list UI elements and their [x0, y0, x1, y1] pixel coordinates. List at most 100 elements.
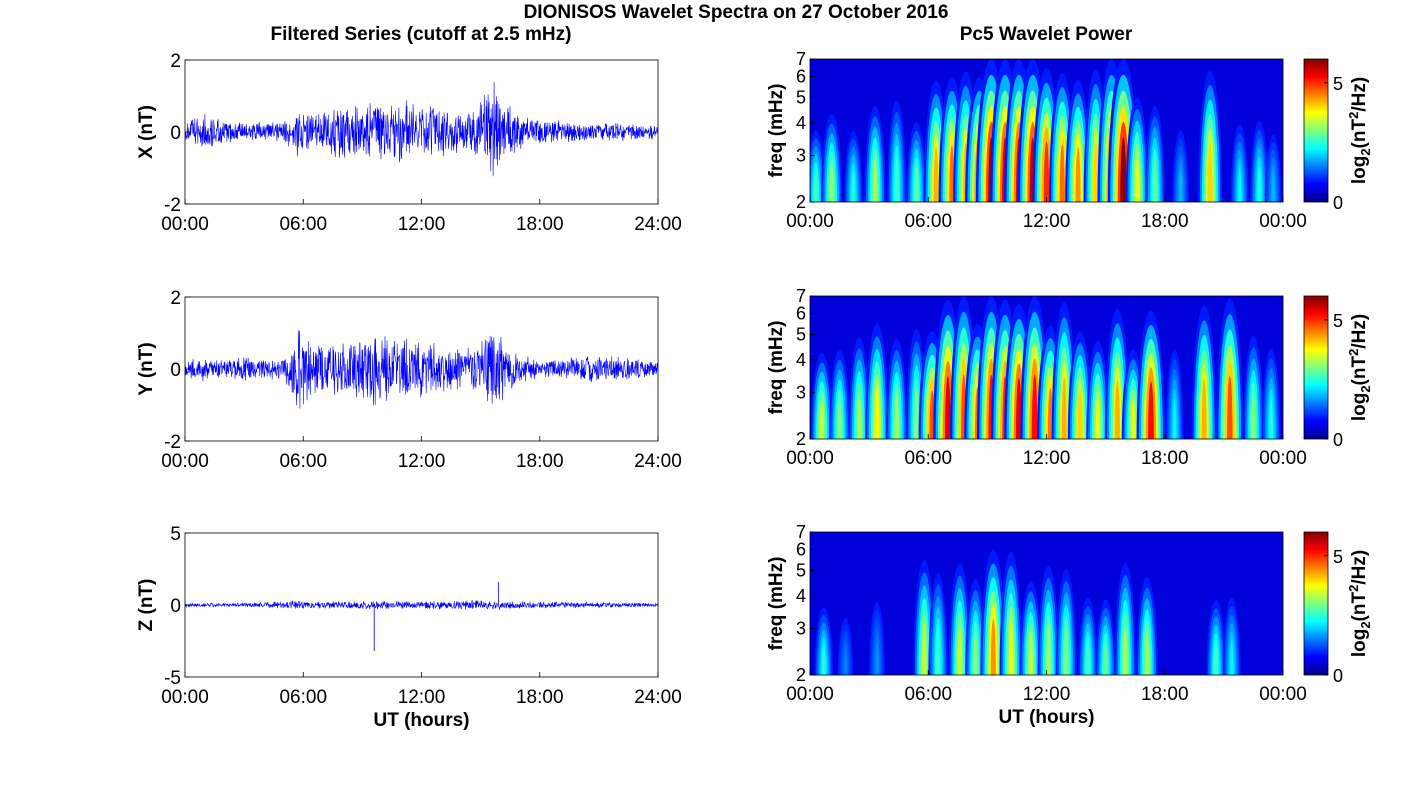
y-tick-label: 4	[796, 586, 806, 606]
x-tick-label: 18:00	[1141, 684, 1189, 705]
colorbar-gradient	[1303, 58, 1329, 203]
colorbar-tick-label: 5	[1333, 547, 1343, 567]
x-tick-label: 00:00	[786, 448, 834, 469]
power-burst	[957, 624, 963, 675]
y-tick-label: -5	[164, 668, 181, 689]
power-burst	[1227, 375, 1233, 439]
power-burst	[875, 642, 879, 675]
x-tick-label: 12:00	[398, 687, 446, 708]
y-tick-label: 0	[170, 123, 181, 144]
y-tick-label: 5	[796, 560, 806, 580]
power-burst	[1251, 392, 1256, 439]
power-burst	[813, 169, 818, 202]
x-tick-label: 18:00	[516, 451, 564, 472]
y-tick-label: 6	[796, 67, 806, 87]
power-burst	[1028, 632, 1033, 675]
power-burst	[1148, 381, 1154, 439]
y-tick-label: 2	[170, 51, 181, 72]
power-burst	[1031, 374, 1038, 439]
y-tick-label: 3	[796, 146, 806, 166]
plot-area	[184, 296, 659, 442]
power-burst	[1095, 394, 1101, 439]
x-tick-label: 18:00	[1141, 211, 1189, 232]
power-burst	[1046, 625, 1051, 675]
colorbar-label: log2(nT2/Hz)	[1346, 77, 1373, 184]
y-tick-label: 2	[796, 665, 806, 685]
power-burst	[973, 631, 978, 675]
power-burst	[819, 400, 825, 439]
power-burst	[1064, 627, 1069, 675]
left-column-title: Filtered Series (cutoff at 2.5 mHz)	[271, 24, 572, 45]
power-burst	[990, 618, 996, 675]
power-burst	[1123, 624, 1128, 675]
power-burst	[821, 644, 826, 675]
y-tick-label: 4	[796, 350, 806, 370]
power-burst	[851, 170, 856, 202]
colorbar-tick-label: 5	[1333, 311, 1343, 331]
power-burst	[1178, 169, 1183, 202]
power-burst	[829, 162, 834, 202]
x-tick-label: 18:00	[516, 687, 564, 708]
colorbar-tick-label: 0	[1333, 193, 1343, 213]
power-burst	[933, 147, 939, 202]
y-tick-label: 7	[796, 286, 806, 306]
series-line-z	[184, 599, 659, 611]
y-tick-label: 3	[796, 383, 806, 403]
right-column-title: Pc5 Wavelet Power	[960, 24, 1133, 45]
power-burst	[894, 156, 899, 202]
x-tick-label: 00:00	[786, 684, 834, 705]
x-tick-label: 24:00	[634, 214, 682, 235]
power-burst	[1269, 398, 1274, 439]
power-burst	[1043, 141, 1050, 202]
y-axis-label: X (nT)	[136, 105, 157, 159]
power-burst	[1008, 619, 1014, 675]
power-burst	[1172, 398, 1177, 439]
x-tick-label: 12:00	[398, 451, 446, 472]
colorbar-gradient	[1303, 295, 1329, 440]
y-axis-label: freq (mHz)	[766, 84, 787, 178]
power-burst	[914, 166, 919, 202]
power-burst	[857, 393, 862, 439]
x-tick-label: 00:00	[161, 687, 209, 708]
y-axis-label: Z (nT)	[136, 579, 157, 632]
colorbar-label: log2(nT2/Hz)	[1346, 314, 1373, 421]
x-tick-label: 06:00	[904, 684, 952, 705]
x-tick-label: 00:00	[1259, 684, 1307, 705]
y-tick-label: 0	[170, 360, 181, 381]
y-tick-label: 5	[796, 324, 806, 344]
x-tick-label: 24:00	[634, 451, 682, 472]
power-burst	[914, 389, 919, 439]
power-burst	[1229, 640, 1234, 675]
y-axis-label: freq (mHz)	[766, 557, 787, 651]
power-burst	[1271, 171, 1275, 202]
y-tick-label: -2	[164, 195, 181, 216]
heatmap-area	[810, 532, 1283, 675]
power-burst	[1075, 147, 1081, 202]
x-tick-label: 06:00	[904, 211, 952, 232]
power-burst	[1144, 630, 1150, 675]
power-burst	[1077, 390, 1083, 439]
x-tick-label: 00:00	[161, 214, 209, 235]
power-burst	[872, 158, 878, 202]
y-tick-label: 5	[170, 524, 181, 545]
heatmap-area	[810, 59, 1283, 202]
series-line-y	[184, 330, 659, 409]
x-tick-label: 06:00	[904, 448, 952, 469]
power-burst	[1152, 158, 1157, 202]
y-tick-label: 5	[796, 87, 806, 107]
colorbar-tick-label: 0	[1333, 666, 1343, 686]
y-tick-label: 2	[796, 192, 806, 212]
y-tick-label: 4	[796, 113, 806, 133]
x-tick-label: 00:00	[786, 211, 834, 232]
power-burst	[1114, 380, 1120, 439]
power-burst	[1085, 640, 1090, 675]
power-burst	[894, 394, 899, 439]
power-burst	[1201, 378, 1207, 439]
